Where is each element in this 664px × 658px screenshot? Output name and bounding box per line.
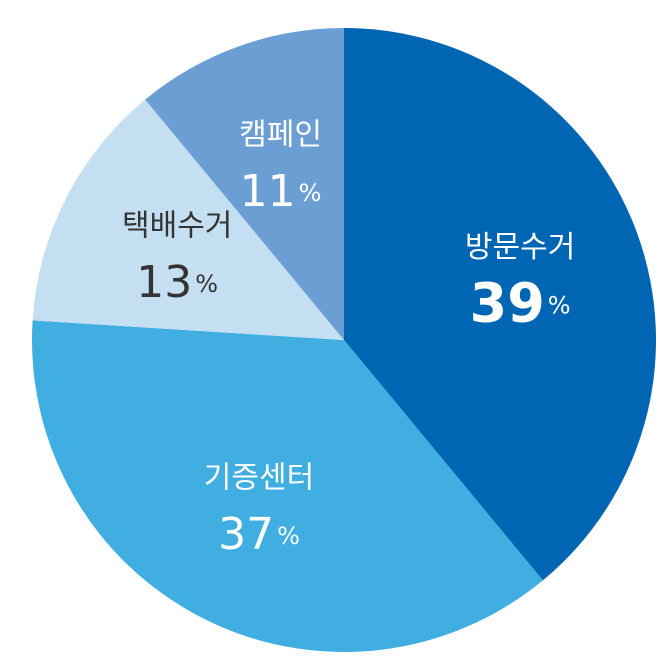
value-label: 39% [470, 271, 571, 334]
pie-slice [32, 99, 344, 340]
slice-label: 방문수거 [465, 230, 575, 265]
slice-label: 기증센터 [204, 460, 314, 495]
value-unit: % [277, 522, 300, 550]
value-number: 37 [218, 509, 274, 560]
value-unit: % [299, 179, 322, 207]
value-number: 39 [470, 271, 545, 334]
value-label: 37% [218, 509, 300, 560]
value-number: 11 [240, 166, 296, 217]
pie-slice [344, 28, 656, 581]
slice-label: 캠페인 [239, 117, 322, 152]
value-unit: % [548, 292, 571, 320]
pie-slice [32, 320, 543, 652]
value-label: 13% [136, 257, 218, 308]
value-unit: % [195, 270, 218, 298]
slice-label: 택배수거 [122, 209, 232, 244]
value-label: 11% [240, 166, 322, 217]
value-number: 13 [136, 257, 192, 308]
pie-slice [145, 28, 344, 340]
